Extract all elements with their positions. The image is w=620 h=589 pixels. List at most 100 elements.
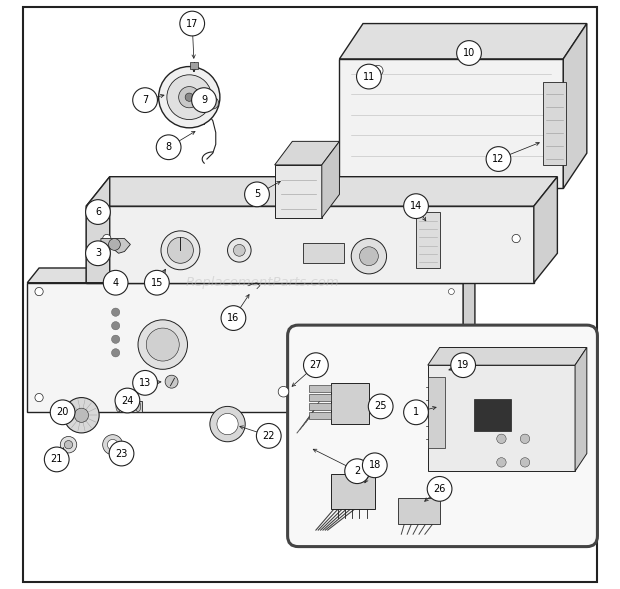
Text: 22: 22 (262, 431, 275, 441)
Circle shape (221, 306, 246, 330)
Circle shape (50, 400, 75, 425)
Circle shape (156, 135, 181, 160)
FancyBboxPatch shape (474, 399, 512, 431)
Text: 13: 13 (139, 378, 151, 388)
Ellipse shape (122, 401, 128, 412)
Text: 1: 1 (413, 408, 419, 417)
Text: 7: 7 (142, 95, 148, 105)
Circle shape (112, 335, 120, 343)
Polygon shape (428, 365, 575, 471)
Circle shape (112, 349, 120, 357)
Circle shape (512, 234, 520, 243)
Polygon shape (275, 165, 322, 218)
Text: 17: 17 (186, 19, 198, 28)
Circle shape (167, 75, 211, 120)
Circle shape (308, 333, 360, 385)
Circle shape (104, 270, 128, 295)
Circle shape (133, 88, 157, 112)
Circle shape (404, 400, 428, 425)
Circle shape (185, 93, 193, 101)
Polygon shape (322, 141, 340, 218)
Text: 9: 9 (201, 95, 207, 105)
Circle shape (304, 353, 328, 378)
Text: 19: 19 (457, 360, 469, 370)
Circle shape (257, 423, 281, 448)
Text: 15: 15 (151, 278, 163, 287)
Circle shape (210, 406, 246, 442)
Circle shape (103, 234, 111, 243)
Circle shape (293, 393, 304, 404)
Polygon shape (575, 348, 587, 471)
Circle shape (520, 458, 529, 467)
Polygon shape (563, 24, 587, 188)
Text: 8: 8 (166, 143, 172, 152)
Circle shape (112, 322, 120, 330)
Circle shape (245, 182, 269, 207)
Circle shape (86, 200, 110, 224)
Circle shape (138, 320, 187, 369)
FancyBboxPatch shape (309, 394, 331, 401)
FancyBboxPatch shape (22, 7, 598, 582)
Circle shape (112, 308, 120, 316)
Circle shape (192, 88, 216, 112)
FancyBboxPatch shape (309, 412, 331, 419)
Polygon shape (534, 177, 557, 283)
Text: 18: 18 (369, 461, 381, 470)
Text: 27: 27 (309, 360, 322, 370)
Circle shape (368, 394, 393, 419)
Polygon shape (399, 498, 440, 524)
Text: 24: 24 (122, 396, 133, 405)
Polygon shape (175, 115, 204, 124)
Circle shape (234, 244, 246, 256)
Polygon shape (27, 283, 463, 412)
Polygon shape (428, 377, 445, 448)
FancyBboxPatch shape (309, 403, 331, 410)
Circle shape (520, 434, 529, 444)
Circle shape (356, 64, 381, 89)
Text: ReplacementParts.com: ReplacementParts.com (186, 276, 340, 289)
Polygon shape (416, 212, 440, 268)
Circle shape (103, 435, 123, 455)
FancyBboxPatch shape (190, 62, 198, 69)
Circle shape (60, 436, 77, 453)
Circle shape (373, 65, 383, 76)
Circle shape (363, 453, 387, 478)
Text: 23: 23 (115, 449, 128, 458)
Text: 26: 26 (433, 484, 446, 494)
Circle shape (86, 241, 110, 266)
Circle shape (486, 147, 511, 171)
Circle shape (180, 11, 205, 36)
Circle shape (448, 395, 454, 401)
Polygon shape (118, 401, 142, 412)
Polygon shape (340, 24, 587, 59)
Text: 25: 25 (374, 402, 387, 411)
Circle shape (144, 270, 169, 295)
Text: 20: 20 (56, 408, 69, 417)
Circle shape (74, 408, 89, 422)
Circle shape (497, 458, 506, 467)
Circle shape (165, 375, 178, 388)
Circle shape (497, 434, 506, 444)
Circle shape (351, 239, 387, 274)
Circle shape (108, 239, 120, 250)
Polygon shape (330, 474, 374, 509)
Circle shape (161, 231, 200, 270)
Circle shape (404, 194, 428, 219)
Text: 2: 2 (354, 466, 360, 476)
Text: 16: 16 (228, 313, 239, 323)
Circle shape (133, 370, 157, 395)
Circle shape (457, 41, 481, 65)
FancyBboxPatch shape (288, 325, 598, 547)
Circle shape (45, 447, 69, 472)
Text: 4: 4 (113, 278, 118, 287)
FancyBboxPatch shape (303, 243, 343, 263)
Circle shape (448, 289, 454, 294)
Polygon shape (275, 141, 340, 165)
Text: 14: 14 (410, 201, 422, 211)
Text: 6: 6 (95, 207, 101, 217)
Text: 11: 11 (363, 72, 375, 81)
Polygon shape (27, 268, 475, 283)
Circle shape (167, 237, 193, 263)
Circle shape (278, 386, 289, 397)
Circle shape (360, 247, 378, 266)
